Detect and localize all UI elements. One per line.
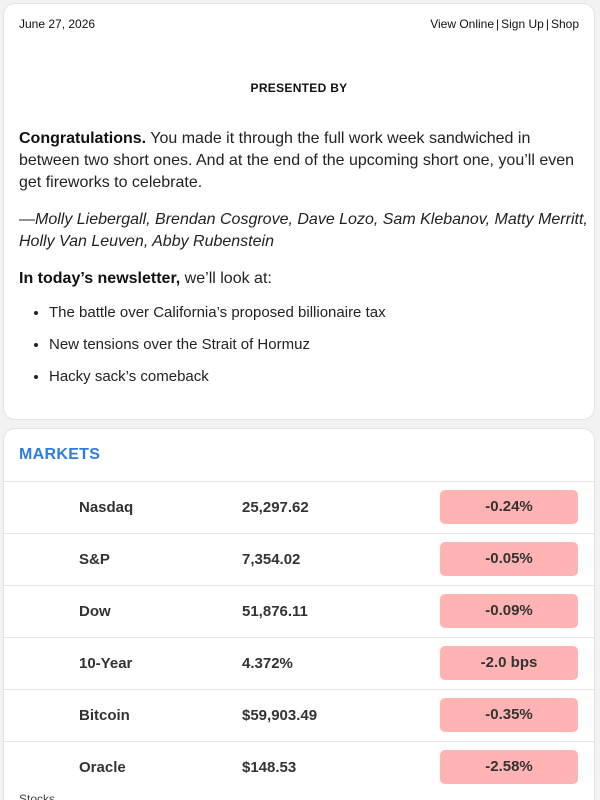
market-name: S&P [79, 551, 110, 568]
market-change-badge: -0.35% [440, 698, 578, 732]
table-row: Oracle $148.53 -2.58% [4, 741, 594, 793]
link-separator: | [545, 17, 549, 31]
presented-by-label: PRESENTED BY [250, 81, 348, 95]
newsletter-intro-card: June 27, 2026 View Online | Sign Up | Shop P… [3, 3, 595, 420]
link-separator: | [496, 17, 500, 31]
today-body: we’ll look at: [180, 270, 272, 287]
market-change-badge: -0.09% [440, 594, 578, 628]
table-row: Bitcoin $59,903.49 -0.35% [4, 689, 594, 741]
table-row: 10-Year 4.372% -2.0 bps [4, 637, 594, 689]
market-value: 4.372% [242, 655, 293, 672]
author-list: —Molly Liebergall, Brendan Cosgrove, Dav… [19, 211, 588, 250]
market-change-badge: -2.0 bps [440, 646, 578, 680]
today-intro: In today’s newsletter, we’ll look at: [19, 268, 579, 290]
table-row: Dow 51,876.11 -0.09% [4, 585, 594, 637]
markets-table: Nasdaq 25,297.62 -0.24% S&P 7,354.02 -0.… [4, 481, 594, 793]
table-row: Nasdaq 25,297.62 -0.24% [4, 481, 594, 533]
topics-list: The battle over California’s proposed bi… [19, 302, 386, 398]
market-change-badge: -0.24% [440, 490, 578, 524]
table-row: S&P 7,354.02 -0.05% [4, 533, 594, 585]
market-value: 7,354.02 [242, 551, 301, 568]
list-item: The battle over California’s proposed bi… [49, 302, 386, 324]
market-name: Oracle [79, 759, 126, 776]
header-links: View Online | Sign Up | Shop [430, 17, 579, 31]
issue-date: June 27, 2026 [19, 17, 96, 31]
markets-footnote: Stocks ... . [19, 792, 76, 800]
market-value: $148.53 [242, 759, 297, 776]
list-item: Hacky sack’s comeback [49, 366, 386, 388]
market-change-badge: -2.58% [440, 750, 578, 784]
sign-up-link[interactable]: Sign Up [501, 17, 544, 31]
today-lead: In today’s newsletter, [19, 270, 181, 287]
market-change-badge: -0.05% [440, 542, 578, 576]
market-value: $59,903.49 [242, 707, 318, 724]
market-value: 25,297.62 [242, 499, 309, 516]
market-name: Nasdaq [79, 499, 134, 516]
shop-link[interactable]: Shop [550, 17, 579, 31]
market-name: Bitcoin [79, 707, 130, 724]
intro-body: You made it through the full work week s… [19, 130, 575, 191]
market-value: 51,876.11 [242, 603, 308, 620]
market-name: Dow [79, 603, 111, 620]
market-name: 10-Year [79, 655, 133, 672]
markets-card: MARKETS Nasdaq 25,297.62 -0.24% S&P 7,35… [3, 428, 595, 800]
view-online-link[interactable]: View Online [430, 17, 495, 31]
markets-title: MARKETS [19, 446, 101, 463]
list-item: New tensions over the Strait of Hormuz [49, 334, 386, 356]
intro-lead: Congratulations. [19, 130, 147, 147]
intro-paragraph: Congratulations. You made it through the… [19, 128, 579, 194]
